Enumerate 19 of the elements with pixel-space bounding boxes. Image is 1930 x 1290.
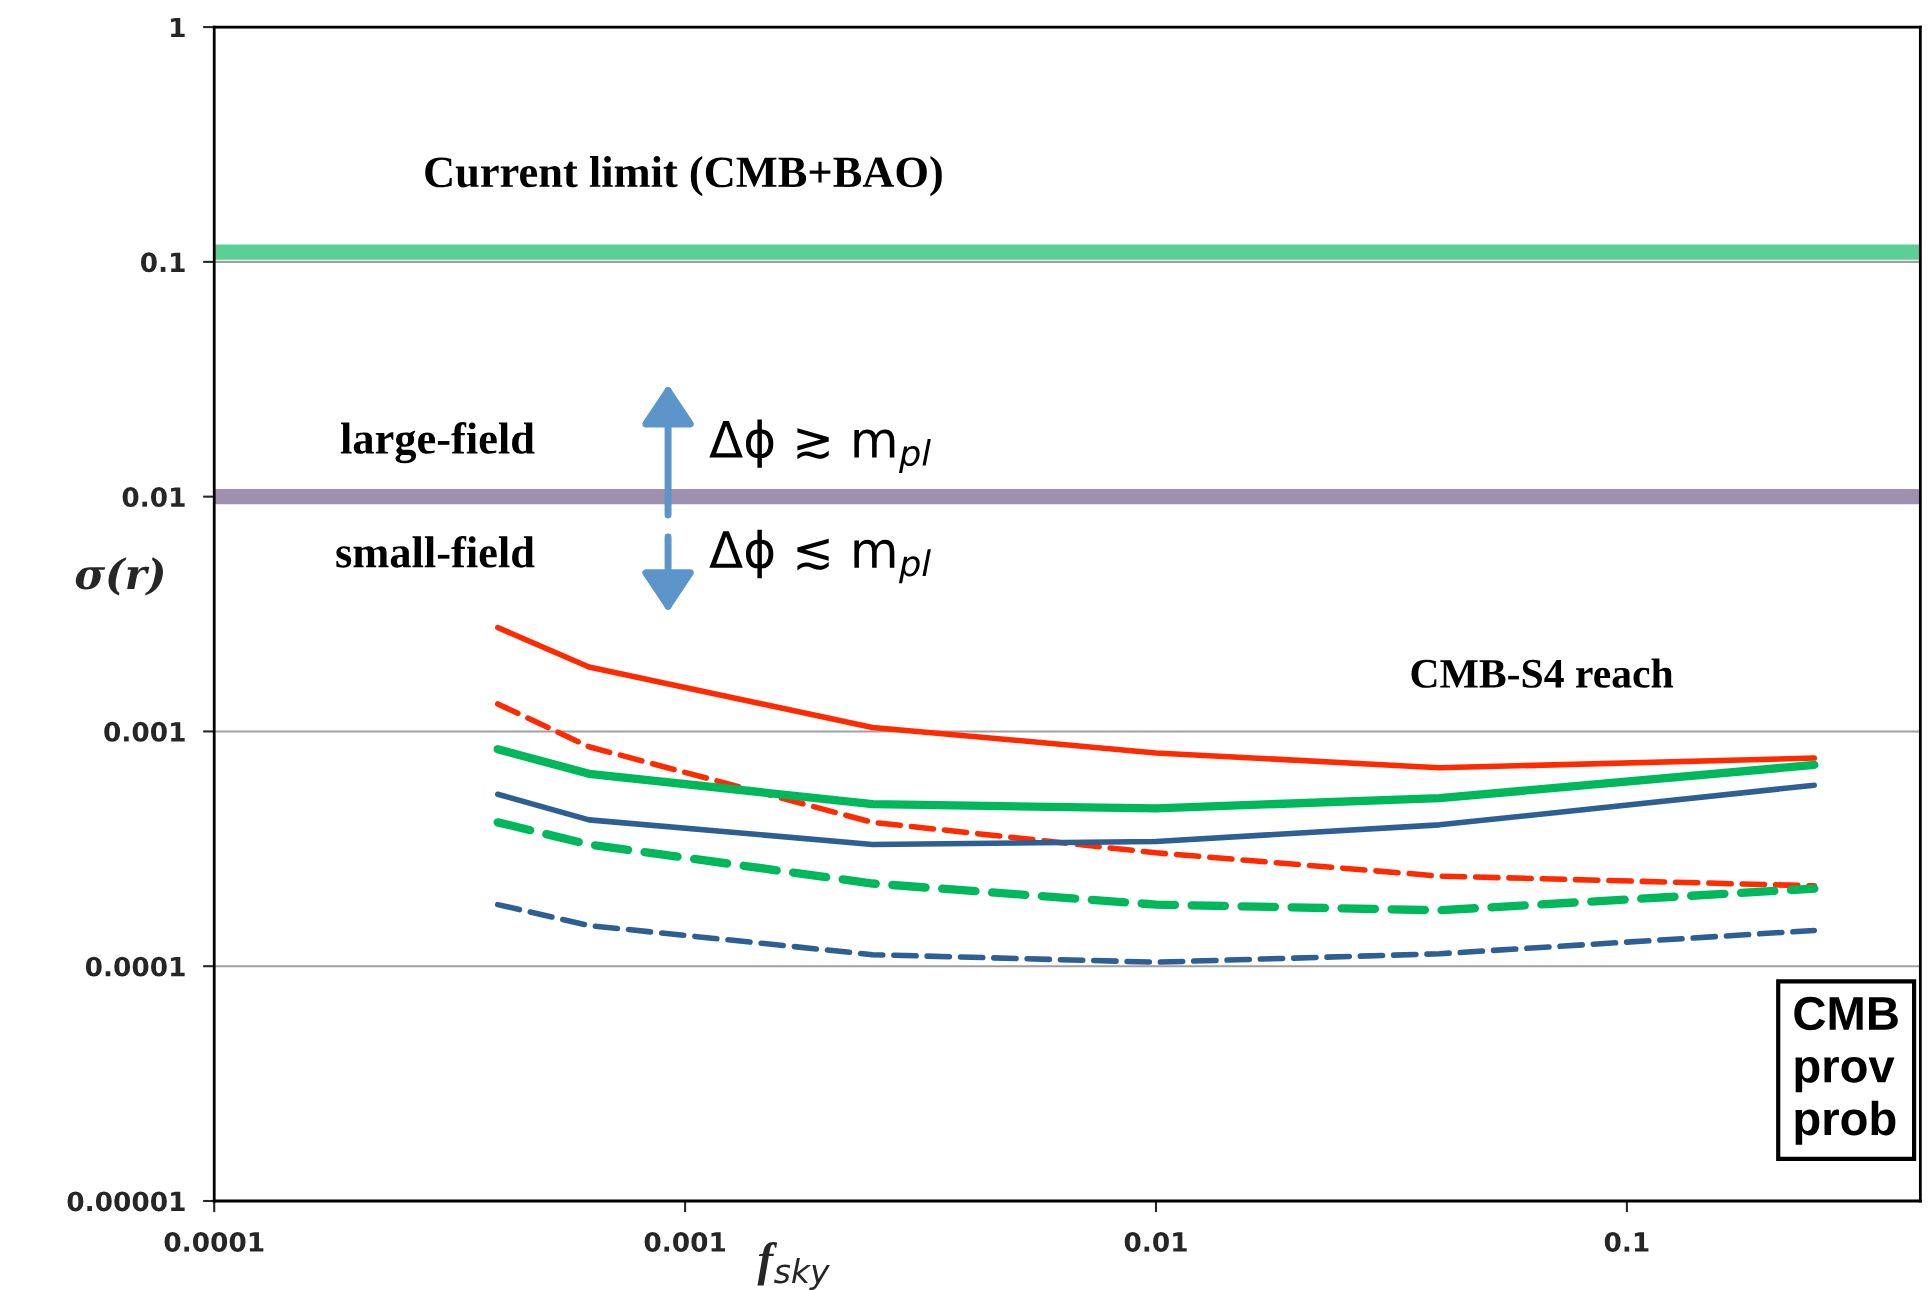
ref-line-label: Current limit (CMB+BAO): [425, 156, 942, 197]
annotation: Δϕ ≲ m$_{pl}$: [709, 529, 931, 584]
y-tick-label: 1: [171, 17, 185, 38]
x-axis-title: f$_{sky}$: [757, 1242, 830, 1290]
annotation: large-field: [340, 422, 535, 464]
annotation: small-field: [336, 535, 535, 568]
y-tick-label: 0.1: [140, 252, 185, 273]
annotation: Δϕ ≳ m$_{pl}$: [709, 419, 931, 473]
x-tick-label: 0.0001: [164, 1232, 264, 1252]
y-tick-label: 0.00001: [67, 1191, 185, 1212]
x-tick-label: 0.01: [1124, 1232, 1187, 1252]
x-tick-label: 0.1: [1604, 1232, 1649, 1252]
annotation: CMB-S4 reach: [1411, 658, 1674, 688]
y-tick-label: 0.01: [122, 487, 185, 508]
x-tick-label: 0.001: [644, 1232, 726, 1252]
y-axis-title: σ(r): [75, 557, 163, 596]
annotation: CMB prov prob: [1794, 996, 1898, 1145]
y-tick-label: 0.001: [104, 721, 185, 742]
y-tick-label: 0.0001: [85, 956, 185, 977]
